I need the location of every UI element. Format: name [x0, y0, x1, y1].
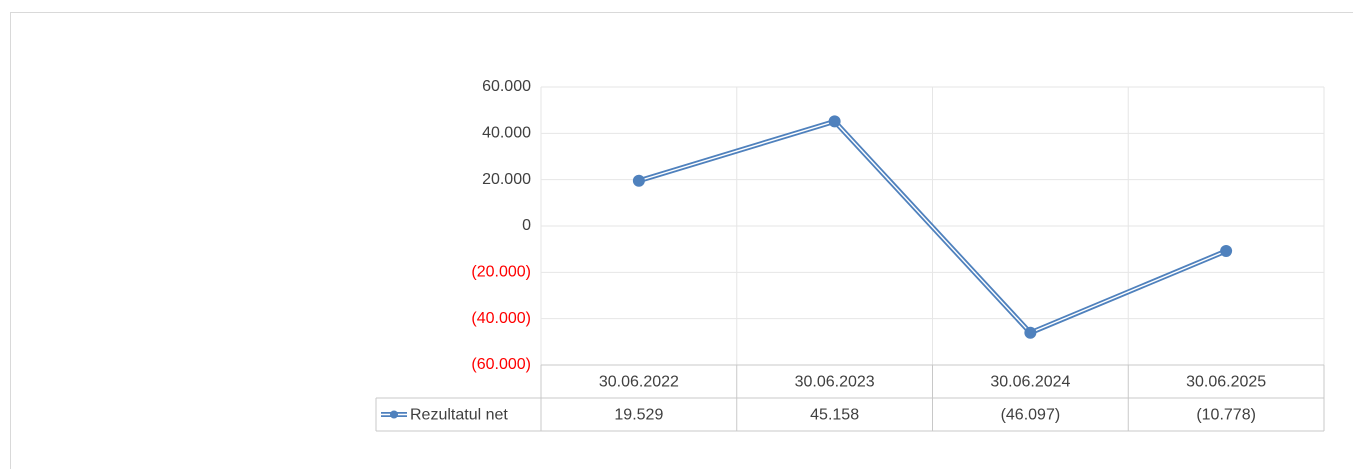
x-tick-label: 30.06.2024	[990, 374, 1070, 391]
x-tick-label: 30.06.2023	[795, 374, 875, 391]
marker	[1024, 326, 1037, 339]
legend-marker	[390, 410, 398, 419]
marker	[1220, 244, 1233, 257]
marker	[632, 174, 645, 187]
y-tick-label: (20.000)	[471, 264, 531, 281]
data-table-value: (46.097)	[1001, 407, 1061, 424]
y-tick-label: 0	[522, 217, 531, 234]
y-tick-label: (60.000)	[471, 356, 531, 373]
series-line-inner	[638, 120, 1227, 334]
y-tick-label: 20.000	[482, 171, 531, 188]
data-table-value: (10.778)	[1196, 407, 1256, 424]
legend-label: Rezultatul net	[410, 407, 508, 424]
chart-frame	[10, 12, 1353, 469]
x-tick-label: 30.06.2022	[599, 374, 679, 391]
data-table-value: 19.529	[614, 407, 663, 424]
marker	[828, 115, 841, 128]
data-table-value: 45.158	[810, 407, 859, 424]
x-tick-label: 30.06.2025	[1186, 374, 1266, 391]
y-tick-label: 60.000	[482, 78, 531, 95]
y-tick-label: 40.000	[482, 125, 531, 142]
y-tick-label: (40.000)	[471, 310, 531, 327]
